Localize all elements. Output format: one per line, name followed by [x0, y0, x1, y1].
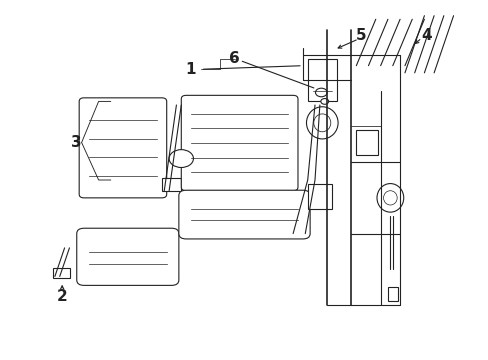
- Bar: [307, 59, 336, 102]
- FancyBboxPatch shape: [179, 190, 309, 239]
- Circle shape: [315, 88, 326, 97]
- Text: 5: 5: [355, 28, 366, 43]
- Bar: [53, 267, 70, 278]
- Ellipse shape: [313, 114, 330, 132]
- Text: 1: 1: [185, 62, 196, 77]
- FancyBboxPatch shape: [181, 95, 297, 191]
- Circle shape: [320, 99, 328, 104]
- FancyBboxPatch shape: [79, 98, 166, 198]
- Bar: [356, 130, 377, 155]
- Circle shape: [169, 150, 193, 167]
- Text: 4: 4: [421, 28, 431, 43]
- Text: 6: 6: [229, 51, 240, 66]
- Bar: [307, 184, 331, 208]
- Ellipse shape: [306, 107, 337, 139]
- Bar: [162, 178, 181, 191]
- FancyBboxPatch shape: [77, 228, 179, 285]
- Ellipse shape: [383, 191, 396, 205]
- Ellipse shape: [376, 184, 403, 212]
- Text: 3: 3: [71, 135, 82, 150]
- Bar: [387, 287, 397, 301]
- Text: 2: 2: [57, 289, 67, 303]
